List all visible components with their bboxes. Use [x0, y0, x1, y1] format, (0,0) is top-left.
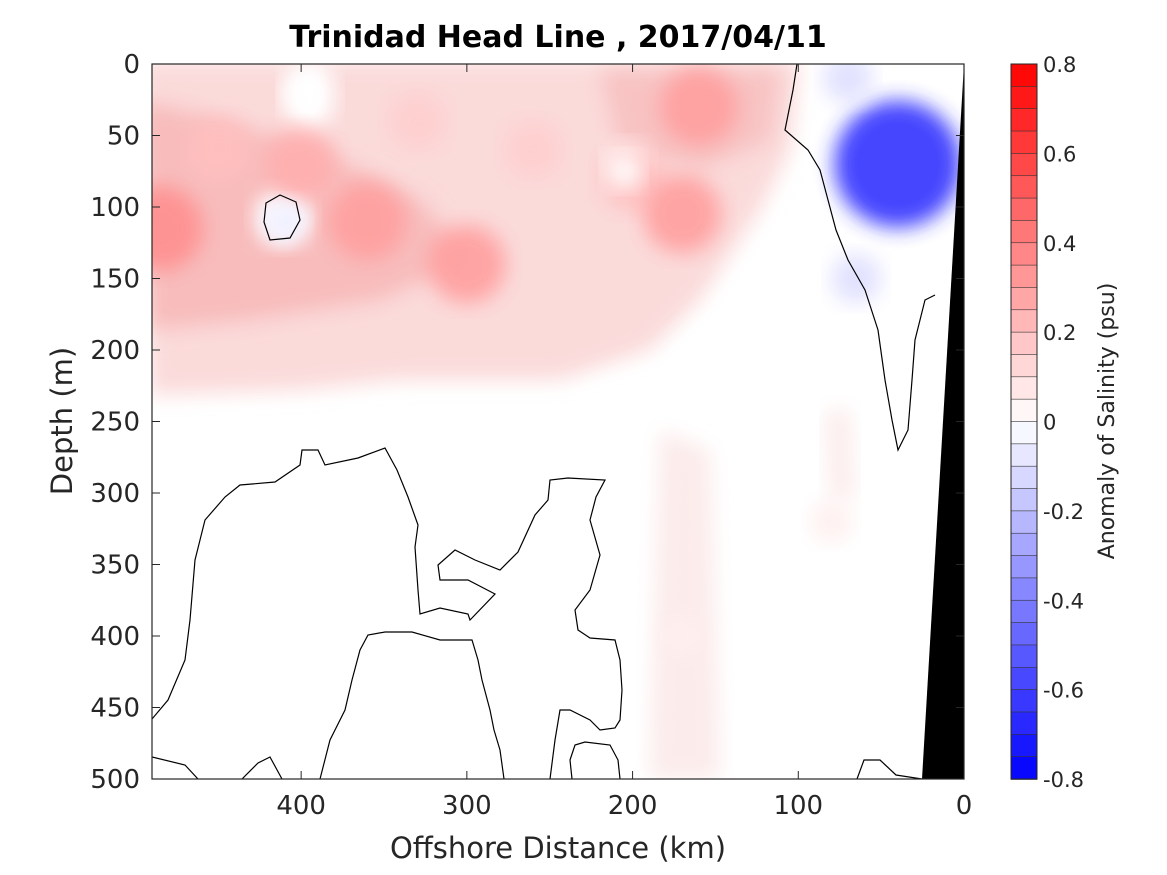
y-tick-label: 0 — [123, 50, 140, 80]
colorbar-swatch — [1010, 86, 1038, 110]
x-tick-label: 0 — [956, 791, 973, 821]
colorbar-swatch — [1010, 309, 1038, 333]
colorbar-swatch — [1010, 421, 1038, 445]
anomaly-feature — [263, 199, 307, 243]
colorbar-tick-label: 0.8 — [1043, 53, 1076, 77]
colorbar-swatch — [1010, 555, 1038, 579]
anomaly-feature — [265, 128, 337, 200]
colorbar-swatch — [1010, 331, 1038, 356]
colorbar-tick-label: 0.4 — [1043, 232, 1076, 256]
colorbar-swatch — [1010, 599, 1038, 624]
y-tick-label: 350 — [90, 551, 140, 581]
y-axis: 0 50 100 150 200 250 300 350 400 450 500 — [90, 50, 964, 795]
y-tick-label: 250 — [90, 408, 140, 438]
zero-contour-bottom-mid — [241, 756, 283, 779]
colorbar-swatch — [1010, 130, 1038, 155]
x-axis-label: Offshore Distance (km) — [390, 831, 726, 865]
anomaly-feature — [643, 175, 722, 254]
colorbar-swatch — [1010, 398, 1038, 423]
zero-contours — [152, 64, 936, 779]
anomaly-feature — [504, 121, 562, 179]
anomaly-feature — [831, 253, 882, 304]
colorbar-swatch — [1010, 175, 1038, 199]
anomaly-features — [152, 64, 962, 658]
anomaly-feature — [427, 225, 506, 304]
colorbar-swatch — [1010, 532, 1038, 557]
zero-contour-deep-pocket — [569, 741, 621, 779]
y-tick-label: 450 — [90, 694, 140, 724]
y-tick-label: 150 — [90, 265, 140, 295]
deep-positive-patch — [825, 410, 855, 500]
anomaly-feature — [659, 67, 738, 146]
colorbar-swatch — [1010, 108, 1038, 132]
colorbar-swatch — [1010, 465, 1038, 490]
y-axis-label: Depth (m) — [45, 347, 79, 495]
colorbar-tick-label: -0.2 — [1043, 500, 1084, 524]
colorbar-tick-label: 0.2 — [1043, 321, 1076, 345]
x-tick-label: 300 — [442, 791, 492, 821]
colorbar-swatch — [1010, 63, 1038, 88]
anomaly-feature — [186, 117, 251, 182]
colorbar-tick-label: -0.8 — [1043, 768, 1084, 792]
colorbar-tick-label: -0.4 — [1043, 589, 1084, 613]
colorbar-label: Anomaly of Salinity (psu) — [1095, 283, 1120, 560]
y-tick-label: 500 — [90, 765, 140, 795]
colorbar-swatch — [1010, 734, 1038, 758]
colorbar-swatch — [1010, 354, 1038, 378]
colorbar-swatch — [1010, 711, 1038, 736]
anomaly-feature — [606, 153, 643, 190]
y-tick-label: 50 — [107, 122, 140, 152]
zero-contour-nearshore — [784, 64, 936, 452]
colorbar-swatch — [1010, 287, 1038, 311]
zero-contour-bottom-left — [152, 756, 199, 779]
bathymetry-wedge — [922, 64, 964, 779]
y-tick-label: 200 — [90, 336, 140, 366]
anomaly-feature — [823, 64, 873, 104]
zero-contour-bottom-east — [856, 759, 923, 779]
colorbar-swatch — [1010, 510, 1038, 535]
anomaly-feature — [388, 92, 446, 150]
zero-contour-deep-west — [152, 447, 623, 779]
colorbar-swatch — [1010, 153, 1038, 177]
chart-title: Trinidad Head Line , 2017/04/11 — [289, 20, 826, 55]
anomaly-feature — [328, 182, 407, 261]
colorbar-frame — [1010, 63, 1038, 780]
zero-contour-eddy — [263, 194, 301, 241]
colorbar-tick-label: 0 — [1043, 411, 1056, 435]
colorbar-swatch — [1010, 622, 1038, 646]
anomaly-feature — [660, 614, 704, 658]
x-tick-label: 100 — [773, 791, 823, 821]
colorbar-swatch — [1010, 197, 1038, 222]
colorbar-tick-label: -0.6 — [1043, 679, 1084, 703]
x-tick-label: 200 — [608, 791, 658, 821]
colorbar-swatch — [1010, 577, 1038, 602]
zero-contour-deep-mid — [319, 631, 505, 779]
colorbar-swatch — [1010, 689, 1038, 713]
anomaly-feature — [809, 500, 853, 544]
y-tick-label: 100 — [90, 193, 140, 223]
colorbar-swatch — [1010, 666, 1038, 691]
x-axis: 400 300 200 100 0 — [276, 64, 972, 821]
deep-positive-column — [650, 430, 720, 779]
x-tick-label: 400 — [276, 791, 326, 821]
y-tick-label: 400 — [90, 622, 140, 652]
colorbar-swatch — [1010, 376, 1038, 400]
y-tick-label: 300 — [90, 479, 140, 509]
colorbar: 0.8 0.6 0.4 0.2 0 -0.2 -0.4 -0.6 -0.8 — [1010, 53, 1084, 792]
colorbar-tick-label: 0.6 — [1043, 142, 1076, 166]
colorbar-swatch — [1010, 644, 1038, 669]
colorbar-swatch — [1010, 756, 1038, 780]
colorbar-swatch — [1010, 264, 1038, 289]
colorbar-swatch — [1010, 242, 1038, 266]
colorbar-swatch — [1010, 443, 1038, 467]
anomaly-feature — [152, 185, 203, 271]
anomaly-feature — [283, 74, 320, 111]
plot-area — [152, 64, 964, 779]
colorbar-swatch — [1010, 220, 1038, 244]
anomaly-feature — [834, 100, 962, 228]
colorbar-swatch — [1010, 488, 1038, 512]
